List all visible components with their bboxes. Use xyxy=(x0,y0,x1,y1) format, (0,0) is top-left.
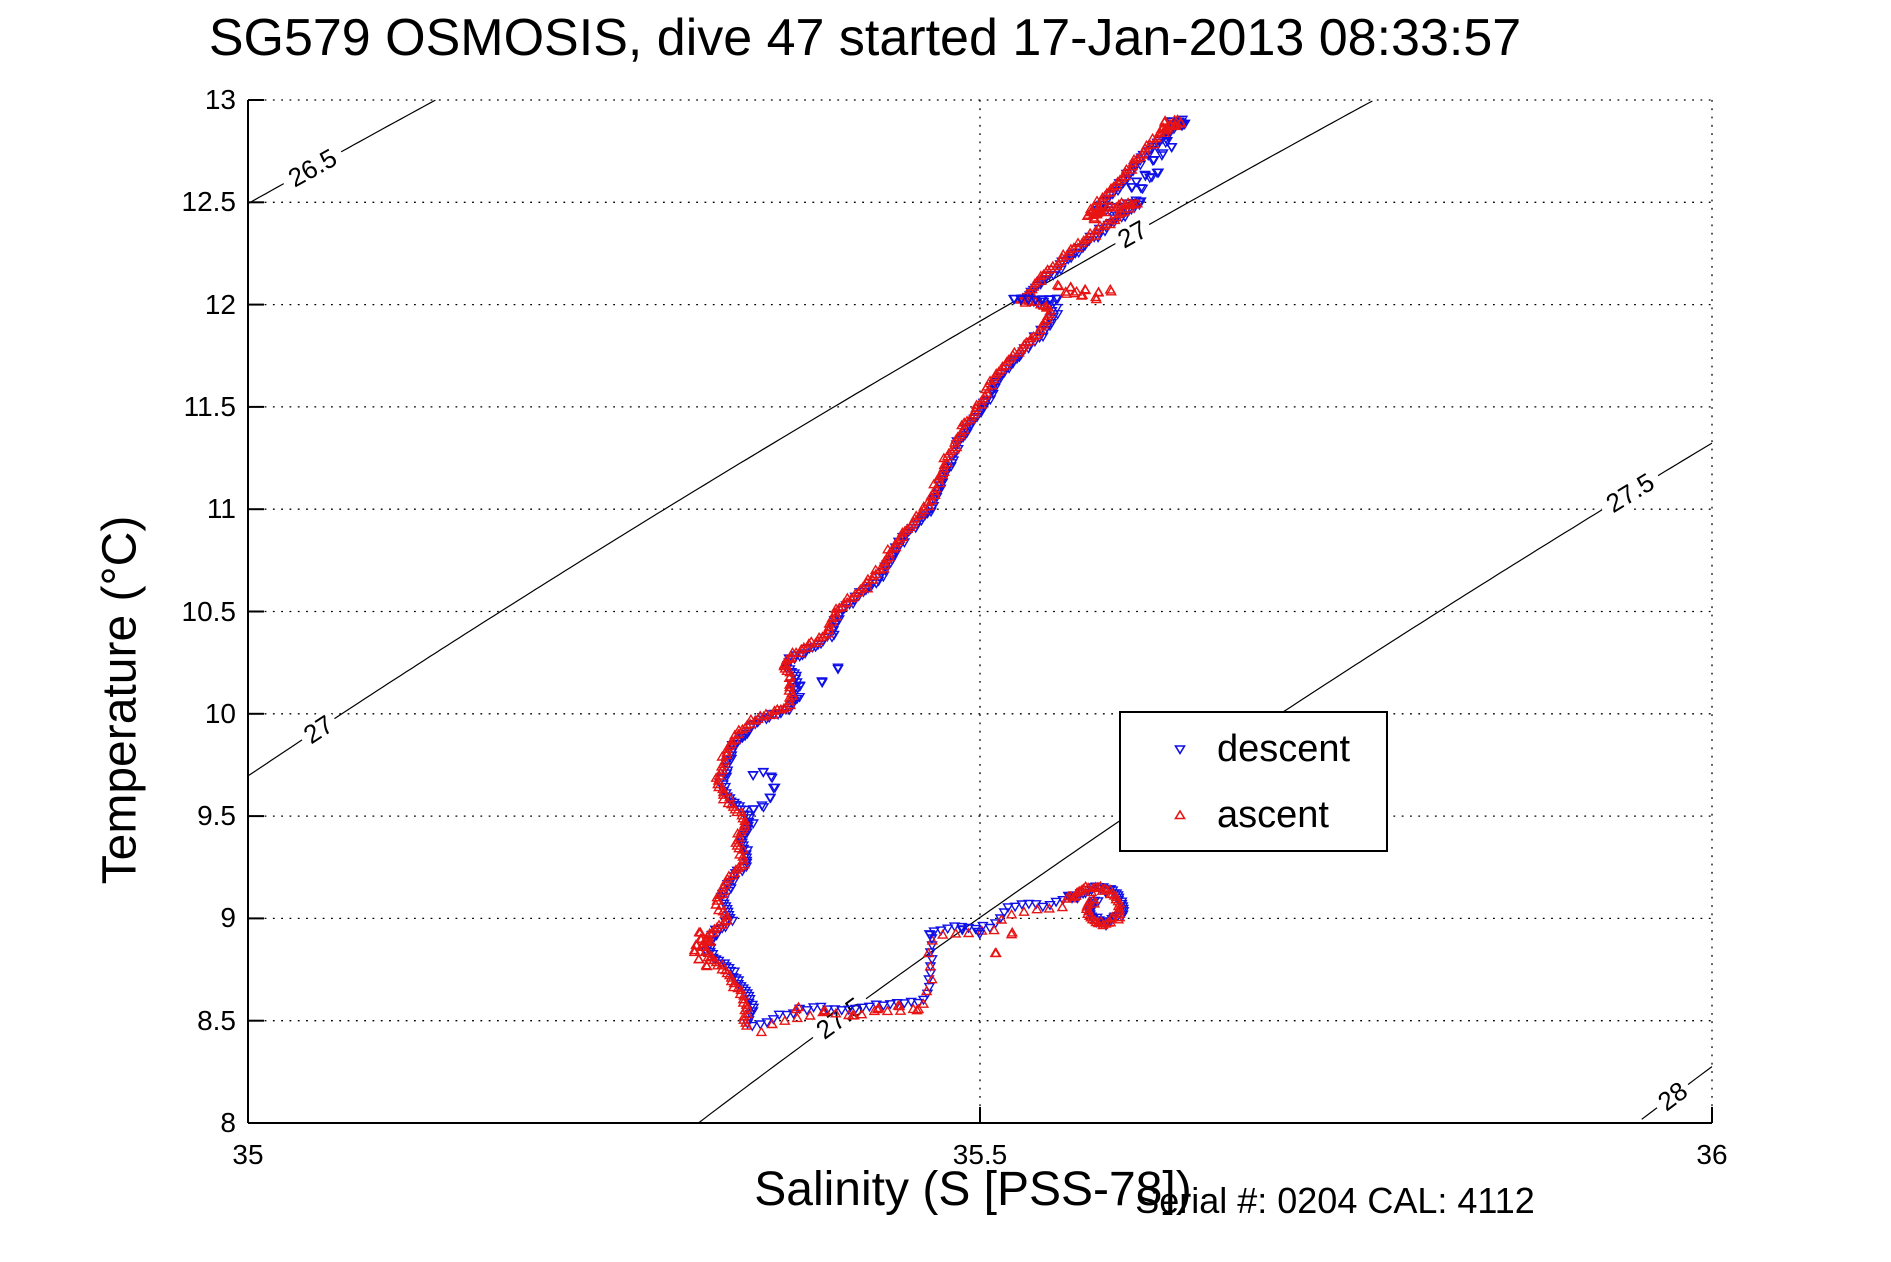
y-tick-label-8.5: 8.5 xyxy=(197,1004,236,1036)
grid xyxy=(248,99,1713,1123)
y-tick-label-11.5: 11.5 xyxy=(183,390,236,422)
page-title: SG579 OSMOSIS, dive 47 started 17-Jan-20… xyxy=(208,9,1522,67)
legend: descent ascent xyxy=(1119,711,1388,852)
y-tick-label-9.5: 9.5 xyxy=(197,800,236,832)
x-tick-label-36: 36 xyxy=(1696,1139,1728,1170)
legend-entry-ascent: ascent xyxy=(1121,795,1386,835)
y-axis-label: Temperature (°C) xyxy=(93,515,147,885)
x-axis-label: Salinity (S [PSS-78]) xyxy=(754,1163,1192,1216)
y-tick-label-10.5: 10.5 xyxy=(181,595,237,627)
serial-annotation: Serial #: 0204 CAL: 4112 xyxy=(1135,1180,1535,1221)
y-tick-label-12: 12 xyxy=(204,288,236,320)
y-tick-label-13: 13 xyxy=(204,84,236,115)
y-tick-label-10: 10 xyxy=(204,697,236,729)
y-tick-label-11: 11 xyxy=(206,493,236,525)
axes xyxy=(247,99,1713,1124)
contour-label-28: 28 xyxy=(1648,1073,1697,1119)
contour-line-27 xyxy=(247,100,1373,777)
contour-line-26.5 xyxy=(247,99,436,205)
triangle-down-icon xyxy=(1174,745,1186,756)
legend-label-ascent: ascent xyxy=(1217,794,1329,836)
y-tick-label-12.5: 12.5 xyxy=(181,186,237,218)
contour-label-27.5: 27.5 xyxy=(1594,463,1666,522)
contour-label-26.5: 26.5 xyxy=(276,139,348,196)
x-tick-label-35.5: 35.5 xyxy=(952,1139,1008,1170)
y-tick-label-9: 9 xyxy=(220,902,236,934)
svg-text:27: 27 xyxy=(298,709,339,750)
triangle-up-icon xyxy=(1174,809,1186,820)
legend-label-descent: descent xyxy=(1217,728,1351,770)
contour-label-27: 27 xyxy=(294,706,343,752)
scatter-markers xyxy=(688,114,1191,1037)
svg-text:28: 28 xyxy=(1652,1075,1693,1116)
legend-entry-descent: descent xyxy=(1121,729,1386,769)
x-tick-label-35: 35 xyxy=(232,1139,264,1170)
y-tick-label-8: 8 xyxy=(220,1107,236,1138)
